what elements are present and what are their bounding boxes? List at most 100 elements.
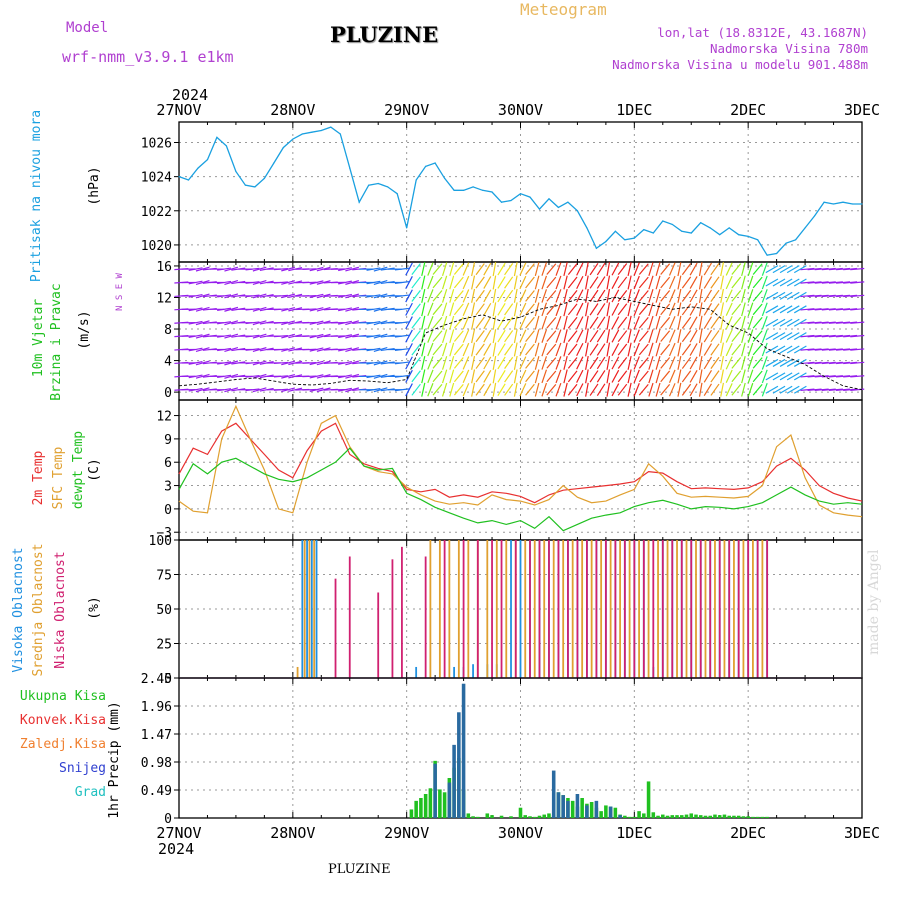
pressure-point: [766, 254, 768, 256]
wind-arrow: [627, 329, 632, 344]
wind-arrow: [432, 330, 443, 342]
wind-arrow: [188, 334, 203, 339]
wind-arrow: [449, 382, 455, 397]
wind-arrow: [567, 316, 578, 329]
wind-arrow: [309, 307, 324, 312]
wind-arrow: [821, 361, 836, 365]
wind-arrow: [432, 316, 443, 329]
wind-arrow: [617, 289, 628, 302]
station-title: PLUZINE: [330, 22, 439, 47]
precip-bar: [580, 798, 584, 818]
wind-arrow: [836, 334, 851, 338]
wind-arrow: [606, 342, 611, 357]
wind-arrow: [585, 262, 589, 277]
precip-bar: [423, 794, 428, 818]
wind-arrow: [720, 355, 725, 370]
precip-bar: [637, 811, 641, 818]
wind-arrow: [555, 289, 562, 303]
precip-bar: [414, 800, 418, 818]
wind-arrow: [224, 347, 239, 353]
pressure-point: [567, 201, 569, 203]
wind-arrow: [828, 267, 843, 271]
wind-arrow: [231, 321, 246, 325]
wind-arrow: [786, 318, 800, 327]
wind-arrow: [725, 356, 733, 370]
wind-arrow: [752, 383, 763, 396]
wind-arrow: [681, 303, 692, 316]
wind-arrow: [752, 263, 763, 275]
wind-arrow: [252, 306, 267, 312]
wind-arrow: [273, 321, 289, 324]
y-tick-label: 50: [156, 603, 172, 618]
wind-arrow: [779, 291, 793, 300]
pressure-point: [311, 131, 313, 133]
wind-arrow: [483, 329, 492, 343]
wind-arrow: [731, 276, 742, 289]
wind-arrow: [259, 280, 274, 285]
wind-arrow: [563, 369, 568, 384]
wind-arrow: [497, 383, 506, 397]
wind-arrow: [302, 362, 317, 364]
wind-arrow: [405, 329, 413, 343]
wind-arrow: [747, 329, 754, 343]
precip-bar: [433, 763, 437, 818]
precip-bar: [457, 712, 461, 818]
meteogram-title: Meteogram: [520, 0, 607, 19]
wind-arrow: [563, 275, 568, 290]
precip-axis-label: 1hr Precip (mm): [107, 701, 122, 818]
wind-arrow: [660, 316, 671, 329]
wind-arrow: [703, 383, 713, 397]
pressure-point: [832, 203, 835, 205]
wind-arrow: [828, 308, 843, 311]
wind-arrow: [725, 369, 733, 383]
wind-arrow: [648, 356, 654, 370]
wind-arrow: [660, 276, 671, 289]
wind-arrow: [850, 321, 865, 324]
precip-bar: [570, 800, 575, 818]
wind-arrow: [288, 387, 303, 392]
wind-arrow: [793, 305, 807, 314]
wind-arrow: [793, 278, 807, 287]
wind-arrow: [725, 289, 733, 303]
y-tick-label: 1020: [141, 239, 172, 254]
pressure-point: [472, 186, 474, 188]
wind-arrow: [681, 343, 692, 356]
wind-arrow: [453, 303, 464, 316]
wind-arrow: [786, 278, 800, 287]
wind-arrow: [188, 307, 203, 312]
wind-arrow: [309, 374, 324, 379]
wind-arrow: [302, 268, 317, 270]
pressure-point: [728, 227, 730, 229]
wind-arrow: [779, 278, 793, 287]
wind-arrow: [633, 342, 640, 357]
wind-arrow: [188, 267, 203, 271]
pressure-point: [225, 145, 228, 147]
wind-arrow: [462, 316, 470, 330]
wind-arrow: [462, 329, 470, 343]
pressure-point: [491, 191, 493, 193]
y-tick-label: 12: [156, 410, 172, 425]
precip-bar: [561, 795, 565, 818]
wind-arrow: [627, 369, 632, 384]
wind-arrow: [821, 334, 836, 338]
wind-arrow: [589, 383, 599, 396]
wind-arrow: [380, 361, 395, 365]
wind-unit-label: (m/s): [77, 310, 92, 349]
wind-arrow: [752, 357, 763, 369]
pressure-point: [757, 239, 759, 241]
wind-arrow: [638, 276, 649, 289]
wind-arrow: [534, 288, 540, 303]
pressure-point: [671, 223, 673, 226]
wind-arrow: [302, 295, 317, 297]
wind-arrow: [703, 289, 713, 303]
wind-arrow: [366, 307, 381, 312]
wind-arrow: [432, 357, 443, 369]
wind-arrow: [765, 265, 779, 274]
precip-bar: [542, 814, 546, 818]
wind-arrow: [449, 329, 455, 344]
wind-arrow: [259, 320, 274, 325]
wind-arrow: [843, 334, 858, 338]
wind-arrow: [411, 263, 421, 276]
wind-arrow: [513, 382, 518, 397]
